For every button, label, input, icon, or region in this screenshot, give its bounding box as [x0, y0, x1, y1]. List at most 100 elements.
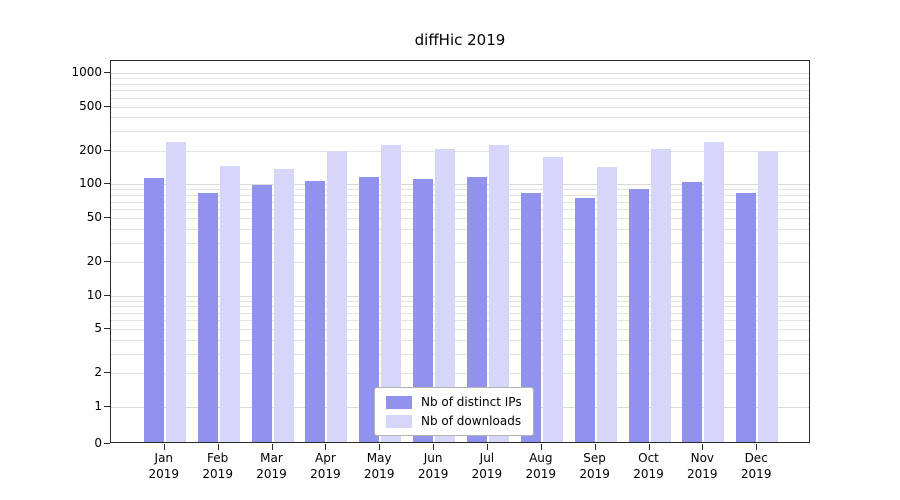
y-axis-ticks: [104, 60, 110, 444]
gridline: [111, 217, 809, 219]
x-tick-mark: [756, 444, 758, 450]
x-tick-label: Mar 2019: [256, 451, 287, 482]
bar-downloads: [327, 150, 348, 442]
y-tick-mark: [104, 216, 110, 218]
gridline: [111, 97, 809, 99]
gridline: [111, 242, 809, 244]
x-tick-label: Apr 2019: [310, 451, 341, 482]
bar-distinct-ips: [574, 197, 595, 442]
legend-label-distinct-ips: Nb of distinct IPs: [421, 395, 522, 409]
y-tick-mark: [104, 183, 110, 185]
gridline: [111, 106, 809, 108]
y-tick-label: 2: [94, 365, 102, 380]
y-tick-label: 50: [86, 209, 102, 224]
bar-distinct-ips: [143, 177, 164, 442]
x-tick-label: Nov 2019: [687, 451, 718, 482]
y-tick-label: 0: [94, 436, 102, 450]
bar-downloads: [273, 168, 294, 442]
legend-item-downloads: Nb of downloads: [386, 414, 522, 428]
y-tick-mark: [104, 328, 110, 330]
bar-distinct-ips: [682, 182, 703, 442]
plot-area: Nb of distinct IPs Nb of downloads: [110, 60, 810, 443]
bar-downloads: [219, 166, 240, 442]
x-tick-label: Jun 2019: [417, 451, 449, 482]
y-tick-label: 1000: [71, 65, 102, 79]
y-tick-mark: [104, 405, 110, 407]
y-tick-mark: [104, 372, 110, 374]
bar-distinct-ips: [466, 176, 487, 442]
gridline: [111, 195, 809, 197]
gridline: [111, 353, 809, 355]
y-tick-mark: [104, 72, 110, 73]
bar-downloads: [488, 145, 509, 442]
gridline: [111, 295, 809, 297]
bar-distinct-ips: [305, 180, 326, 442]
y-tick-mark: [104, 105, 110, 107]
x-tick-mark: [594, 444, 596, 450]
bar-downloads: [758, 151, 779, 442]
legend-swatch-downloads: [386, 414, 412, 428]
x-tick-mark: [702, 444, 704, 450]
gridline: [111, 83, 809, 85]
legend-swatch-distinct-ips: [386, 395, 412, 409]
gridline: [111, 184, 809, 186]
gridline: [111, 262, 809, 264]
bar-downloads: [704, 142, 725, 442]
bar-distinct-ips: [197, 193, 218, 442]
x-tick-label: Feb 2019: [202, 451, 233, 482]
gridline: [111, 117, 809, 119]
bar-distinct-ips: [736, 193, 757, 442]
legend-item-distinct-ips: Nb of distinct IPs: [386, 395, 522, 409]
gridline: [111, 131, 809, 133]
bar-distinct-ips: [251, 184, 272, 442]
bar-downloads: [435, 148, 456, 442]
y-tick-label: 500: [79, 98, 102, 113]
x-tick-mark: [379, 444, 381, 450]
y-tick-mark: [104, 294, 110, 296]
y-tick-mark: [104, 443, 110, 444]
x-axis-ticks: [110, 444, 810, 450]
x-tick-mark: [163, 444, 165, 450]
gridline: [111, 312, 809, 314]
gridline: [111, 300, 809, 302]
x-tick-label: Dec 2019: [740, 451, 772, 482]
bar-distinct-ips: [628, 188, 649, 442]
gridline: [111, 209, 809, 210]
gridline: [111, 201, 809, 203]
bar-downloads: [650, 148, 671, 442]
y-tick-mark: [104, 149, 110, 151]
gridline: [111, 329, 809, 331]
chart-title: diffHic 2019: [414, 31, 506, 49]
legend: Nb of distinct IPs Nb of downloads: [374, 387, 534, 436]
bar-distinct-ips: [359, 176, 380, 442]
x-tick-mark: [433, 444, 435, 450]
gridline: [111, 306, 809, 308]
y-tick-mark: [104, 261, 110, 263]
gridline: [111, 373, 809, 375]
gridline: [111, 320, 809, 322]
gridline: [111, 228, 809, 230]
x-tick-mark: [217, 444, 219, 450]
y-tick-label: 1: [94, 398, 102, 413]
gridline: [111, 189, 809, 191]
x-tick-mark: [486, 444, 488, 450]
y-axis-labels: 0 1 2 5 10 20 50 100 200 500 1000: [0, 60, 102, 450]
bar-downloads: [381, 145, 402, 442]
bar-distinct-ips: [413, 179, 434, 442]
gridline: [111, 339, 809, 341]
legend-label-downloads: Nb of downloads: [421, 414, 522, 428]
gridline: [111, 73, 809, 74]
x-tick-mark: [271, 444, 273, 450]
x-tick-label: May 2019: [363, 451, 395, 482]
x-tick-label: Jan 2019: [148, 451, 180, 482]
x-tick-label: Sep 2019: [579, 451, 610, 482]
bar-downloads: [542, 157, 563, 442]
x-tick-label: Aug 2019: [525, 451, 557, 482]
x-tick-label: Jul 2019: [471, 451, 503, 482]
gridline: [111, 90, 809, 92]
y-tick-label: 5: [94, 321, 102, 336]
y-tick-label: 200: [79, 142, 102, 157]
x-tick-mark: [325, 444, 327, 450]
bar-downloads: [165, 142, 186, 442]
